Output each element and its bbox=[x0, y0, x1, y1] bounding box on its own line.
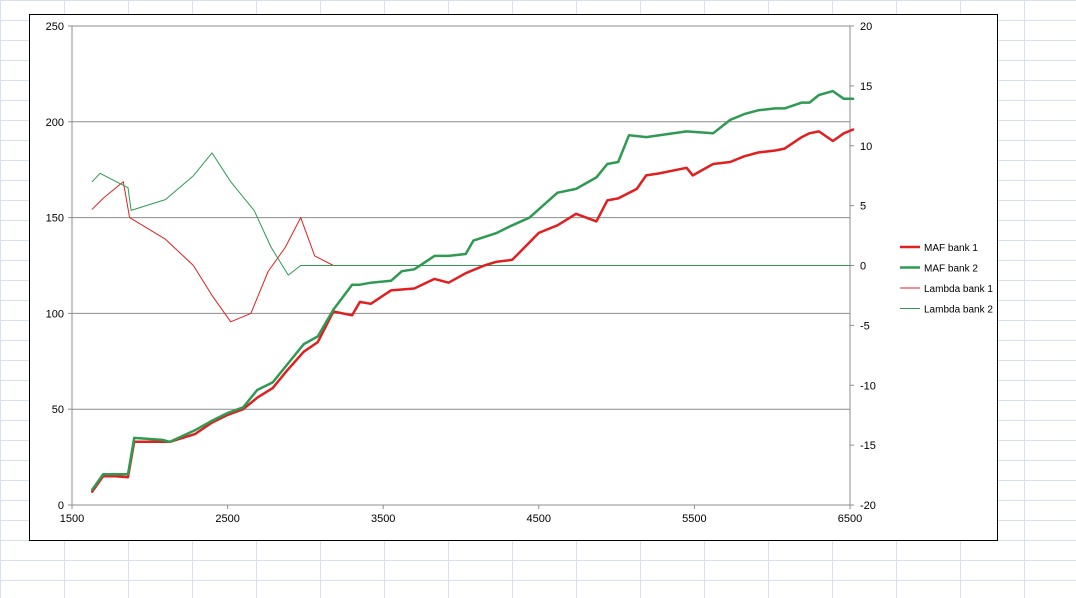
x-tick-label: 4500 bbox=[527, 513, 551, 525]
series-line-maf-bank-1 bbox=[90, 128, 855, 493]
legend-label: Lambda bank 2 bbox=[924, 305, 993, 316]
x-tick-label: 5500 bbox=[682, 513, 706, 525]
chart-svg: 0 50 100 150 200 250 -20 -15 -10 -5 0 5 10 15 20 1500 25… bbox=[46, 21, 994, 525]
x-tick-label: 2500 bbox=[215, 513, 239, 525]
series-line-lambda-bank-1 bbox=[91, 181, 334, 323]
series-line-maf-bank-2 bbox=[90, 89, 855, 491]
x-tick-label: 1500 bbox=[60, 513, 84, 525]
y-tick-label: 150 bbox=[46, 213, 64, 225]
x-tick-label: 3500 bbox=[371, 513, 395, 525]
y2-tick-label: 5 bbox=[860, 201, 866, 213]
series-line-lambda-bank-2 bbox=[91, 152, 851, 276]
x-tick-label: 6500 bbox=[838, 513, 862, 525]
y-tick-label: 50 bbox=[52, 404, 64, 416]
legend-label: Lambda bank 1 bbox=[924, 284, 993, 295]
legend-label: MAF bank 1 bbox=[924, 243, 978, 254]
y2-tick-label: -5 bbox=[860, 320, 870, 332]
legend-label: MAF bank 2 bbox=[924, 264, 978, 275]
y2-tick-label: -10 bbox=[860, 380, 876, 392]
y2-tick-label: 20 bbox=[860, 21, 872, 33]
y2-tick-label: 0 bbox=[860, 261, 866, 273]
y2-tick-label: 10 bbox=[860, 141, 872, 153]
y2-tick-label: 15 bbox=[860, 81, 872, 93]
y-tick-label: 100 bbox=[46, 308, 64, 320]
y-tick-label: 200 bbox=[46, 117, 64, 129]
y-tick-label: 250 bbox=[46, 21, 64, 33]
y2-tick-label: -15 bbox=[860, 440, 876, 452]
y2-tick-label: -20 bbox=[860, 500, 876, 512]
y-tick-label: 0 bbox=[58, 500, 64, 512]
chart-frame: 0 50 100 150 200 250 -20 -15 -10 -5 0 5 10 15 20 1500 25… bbox=[29, 14, 998, 541]
